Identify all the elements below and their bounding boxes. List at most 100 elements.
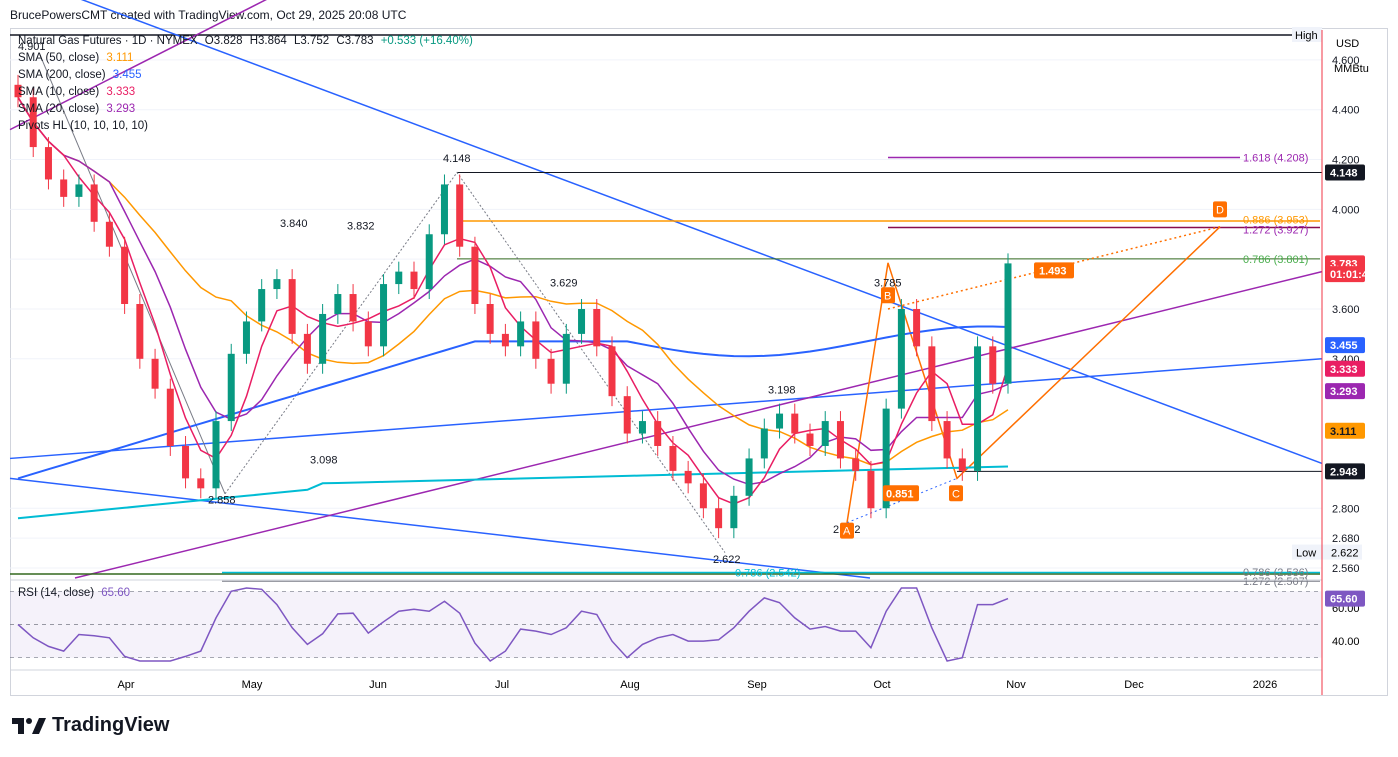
zigzag-dotted	[224, 171, 726, 553]
candle-body	[75, 184, 83, 197]
candle-body	[608, 346, 616, 397]
brand-logo[interactable]: TradingView	[12, 714, 169, 737]
legend-pivots[interactable]: Pivots HL (10, 10, 10, 10)	[18, 120, 148, 132]
price-tag-label: 2.948	[1330, 466, 1358, 478]
candle-body	[715, 508, 723, 529]
candle-body	[1004, 263, 1012, 384]
legend-label: SMA (200, close)	[18, 69, 106, 81]
candle-body	[136, 304, 144, 359]
ratio-tag	[883, 485, 919, 502]
legend-label: SMA (50, close)	[18, 52, 100, 64]
annotations: 4.901 4.148 3.840 3.832 3.629 3.098 2.858 3.198…	[18, 41, 1308, 588]
price-tag-label: 4.148	[1330, 167, 1358, 179]
candle-body	[638, 421, 646, 434]
legend-label: SMA (20, close)	[18, 103, 100, 115]
time-tick-label: May	[242, 679, 263, 691]
pattern-letter: D	[1216, 204, 1224, 216]
time-tick-label: Jun	[369, 679, 387, 691]
pivot-label: 3.198	[768, 385, 796, 397]
legend-sma50[interactable]: SMA (50, close) 3.111	[18, 52, 133, 64]
candle-body	[182, 445, 190, 479]
legend-sma10[interactable]: SMA (10, close) 3.333	[18, 86, 135, 98]
time-tick-label: Nov	[1006, 679, 1026, 691]
candle-body	[303, 333, 311, 364]
candle-body	[547, 358, 555, 384]
price-tick-label: 4.200	[1332, 155, 1360, 167]
candle-body	[501, 333, 509, 347]
pattern-marker	[840, 522, 854, 539]
candle-body	[578, 308, 586, 334]
candle-body	[928, 346, 936, 422]
candle-body	[425, 234, 433, 290]
candle-body	[349, 294, 357, 322]
candles-layer	[14, 74, 1012, 539]
candle-body	[212, 421, 220, 489]
candle-body	[669, 445, 677, 471]
pivot-label: 3.629	[550, 278, 578, 290]
price-tick-label: 2.560	[1332, 563, 1360, 575]
ratio-ac-label: 0.851	[886, 488, 914, 500]
legend-value: 3.333	[106, 86, 136, 98]
grid	[10, 59, 1322, 569]
time-axis: Apr May Jun Jul Aug Sep Oct Nov Dec 2026	[10, 30, 1323, 695]
price-tag	[1325, 383, 1365, 400]
time-tick-label: Jul	[495, 679, 509, 691]
rsi-legend[interactable]: RSI (14, close) 65.60	[18, 587, 130, 599]
candle-body	[44, 147, 52, 180]
symbol-legend[interactable]: Natural Gas Futures · 1D · NYMEX O3.828 …	[18, 35, 477, 47]
candle-body	[410, 271, 418, 290]
candle-body	[699, 483, 707, 509]
pattern-marker	[881, 287, 895, 304]
price-tag	[1325, 337, 1365, 354]
candle-body	[258, 289, 266, 322]
candle-body	[974, 346, 982, 471]
unit-label: MMBtu	[1334, 63, 1369, 75]
legend-sma20[interactable]: SMA (20, close) 3.293	[18, 103, 135, 115]
candle-body	[486, 304, 494, 334]
currency-label: USD	[1336, 38, 1359, 50]
time-tick-label: Dec	[1124, 679, 1144, 691]
candle-body	[730, 495, 738, 529]
candle-body	[593, 308, 601, 347]
sma200-line	[17, 325, 1009, 480]
low-value: L3.752	[294, 35, 330, 47]
rsi-value: 65.60	[101, 587, 131, 599]
pattern-letter: B	[884, 290, 891, 302]
high-marker	[1292, 26, 1322, 42]
candle-body	[836, 421, 844, 459]
fib-label: 0.786 (2.536)	[1243, 567, 1308, 579]
candle-body	[166, 388, 174, 446]
candle-body	[380, 284, 388, 347]
candle-body	[227, 353, 235, 422]
legend-sma200[interactable]: SMA (200, close) 3.455	[18, 69, 142, 81]
open-value: O3.828	[204, 35, 243, 47]
price-tag-label: 3.333	[1330, 364, 1358, 376]
candle-body	[791, 413, 799, 434]
chart-canvas[interactable]: 4.901 4.148 3.840 3.832 3.629 3.098 2.858 3.198…	[0, 0, 1398, 700]
price-tick-label: 4.600	[1332, 55, 1360, 67]
low-marker	[1292, 544, 1362, 560]
legend-label: SMA (10, close)	[18, 86, 100, 98]
candle-body	[197, 478, 205, 489]
candle-body	[776, 413, 784, 429]
price-tag	[1325, 463, 1365, 480]
candle-body	[562, 333, 570, 384]
change-value: +0.533 (+16.40%)	[380, 35, 473, 47]
close-value: C3.783	[336, 35, 374, 47]
chart-frame	[10, 28, 1388, 696]
tradingview-icon	[12, 717, 46, 734]
candle-body	[958, 458, 966, 471]
legend-value: 3.455	[112, 69, 142, 81]
zigzag-line	[39, 54, 226, 495]
trendline-purple	[74, 270, 1323, 579]
fib-label: 1.618 (4.208)	[1243, 153, 1308, 165]
candle-body	[867, 470, 875, 509]
candle-body	[288, 279, 296, 334]
price-tick-label: 4.000	[1332, 204, 1360, 216]
fib-label: 1.272 (2.507)	[1243, 576, 1308, 588]
price-tag	[1325, 164, 1365, 181]
candle-body	[151, 358, 159, 389]
pivot-label: 3.832	[347, 220, 375, 232]
sma200-teal-line	[17, 465, 1009, 520]
abcd-pattern	[846, 226, 1221, 523]
